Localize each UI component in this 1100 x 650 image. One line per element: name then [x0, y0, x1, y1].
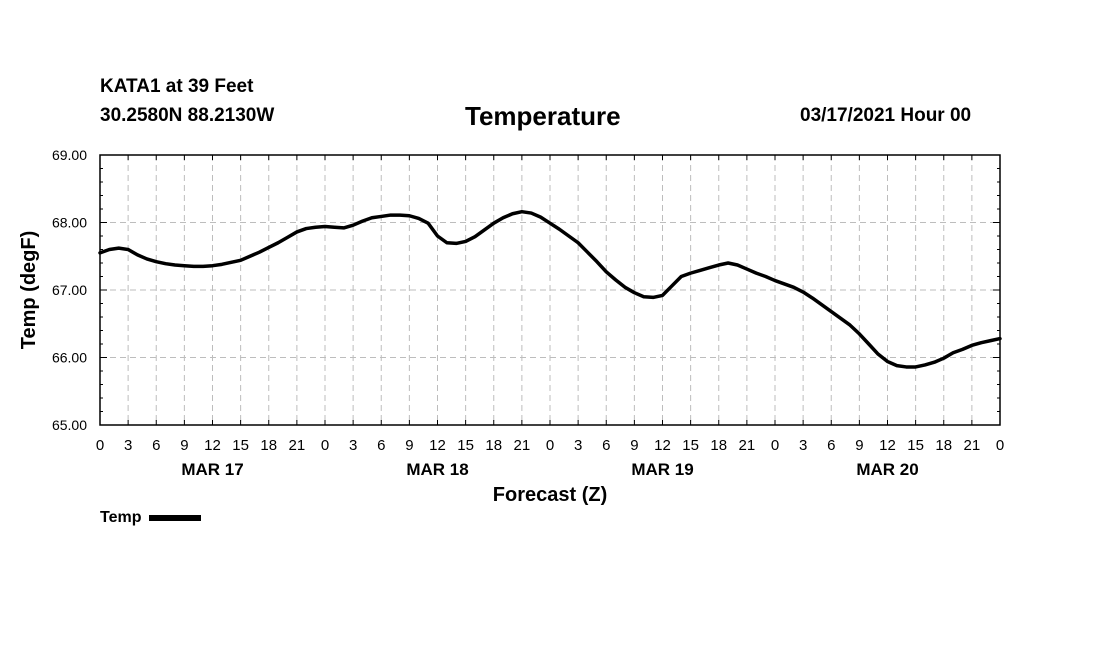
- y-tick-label: 66.00: [52, 350, 87, 366]
- x-tick-label: 3: [349, 437, 357, 454]
- station-label: KATA1 at 39 Feet: [100, 76, 254, 97]
- x-tick-label: 0: [321, 437, 329, 454]
- date-label: MAR 20: [856, 460, 918, 479]
- x-tick-label: 6: [602, 437, 610, 454]
- x-tick-label: 15: [682, 437, 699, 454]
- axes-layer: [99, 154, 1001, 426]
- x-tick-label: 12: [429, 437, 446, 454]
- series-layer: [98, 209, 1002, 369]
- y-tick-label: 65.00: [52, 417, 87, 433]
- x-tick-label: 6: [377, 437, 385, 454]
- x-axis-label: Forecast (Z): [493, 484, 607, 506]
- x-tick-label: 12: [879, 437, 896, 454]
- legend-line-swatch: [149, 515, 202, 521]
- date-label: MAR 18: [406, 460, 468, 479]
- x-tick-label: 21: [739, 437, 756, 454]
- x-tick-label: 15: [457, 437, 474, 454]
- temp-series-line: [98, 209, 1002, 369]
- y-tick-label: 67.00: [52, 282, 87, 298]
- coordinates-label: 30.2580N 88.2130W: [100, 105, 275, 126]
- x-tick-label: 0: [96, 437, 104, 454]
- x-tick-label: 3: [124, 437, 132, 454]
- x-tick-label: 9: [405, 437, 413, 454]
- labels-layer: 0 3 6 9 12 15 18 21 0 3 6 9 12 15 18 21 0 3 6 9 12 15 18 21 0 3 6 9…: [18, 147, 1004, 506]
- x-tick-label: 0: [771, 437, 779, 454]
- x-tick-label: 15: [907, 437, 924, 454]
- x-tick-label: 18: [485, 437, 502, 454]
- x-tick-label: 9: [855, 437, 863, 454]
- x-tick-label: 6: [827, 437, 835, 454]
- x-tick-label: 3: [574, 437, 582, 454]
- x-tick-label: 18: [935, 437, 952, 454]
- x-tick-label: 15: [232, 437, 249, 454]
- x-tick-label: 9: [630, 437, 638, 454]
- x-tick-label: 18: [710, 437, 727, 454]
- x-tick-label: 12: [654, 437, 671, 454]
- x-tick-label: 6: [152, 437, 160, 454]
- grid-layer: [100, 155, 1000, 425]
- plot-frame: [99, 154, 1001, 426]
- x-tick-label: 9: [180, 437, 188, 454]
- chart-title: Temperature: [465, 101, 621, 131]
- x-tick-label: 0: [546, 437, 554, 454]
- date-label: MAR 19: [631, 460, 693, 479]
- y-tick-label: 69.00: [52, 147, 87, 163]
- x-tick-label: 12: [204, 437, 221, 454]
- x-tick-label: 3: [799, 437, 807, 454]
- x-tick-label: 21: [289, 437, 306, 454]
- forecast-datetime: 03/17/2021 Hour 00: [800, 105, 972, 126]
- x-tick-label: 18: [260, 437, 277, 454]
- legend-label: Temp: [100, 509, 142, 526]
- x-tick-label: 0: [996, 437, 1004, 454]
- y-tick-label: 68.00: [52, 215, 87, 231]
- x-tick-label: 21: [514, 437, 531, 454]
- legend: Temp: [100, 509, 202, 527]
- y-axis-label: Temp (degF): [18, 231, 40, 350]
- x-tick-label: 21: [964, 437, 981, 454]
- date-label: MAR 17: [181, 460, 243, 479]
